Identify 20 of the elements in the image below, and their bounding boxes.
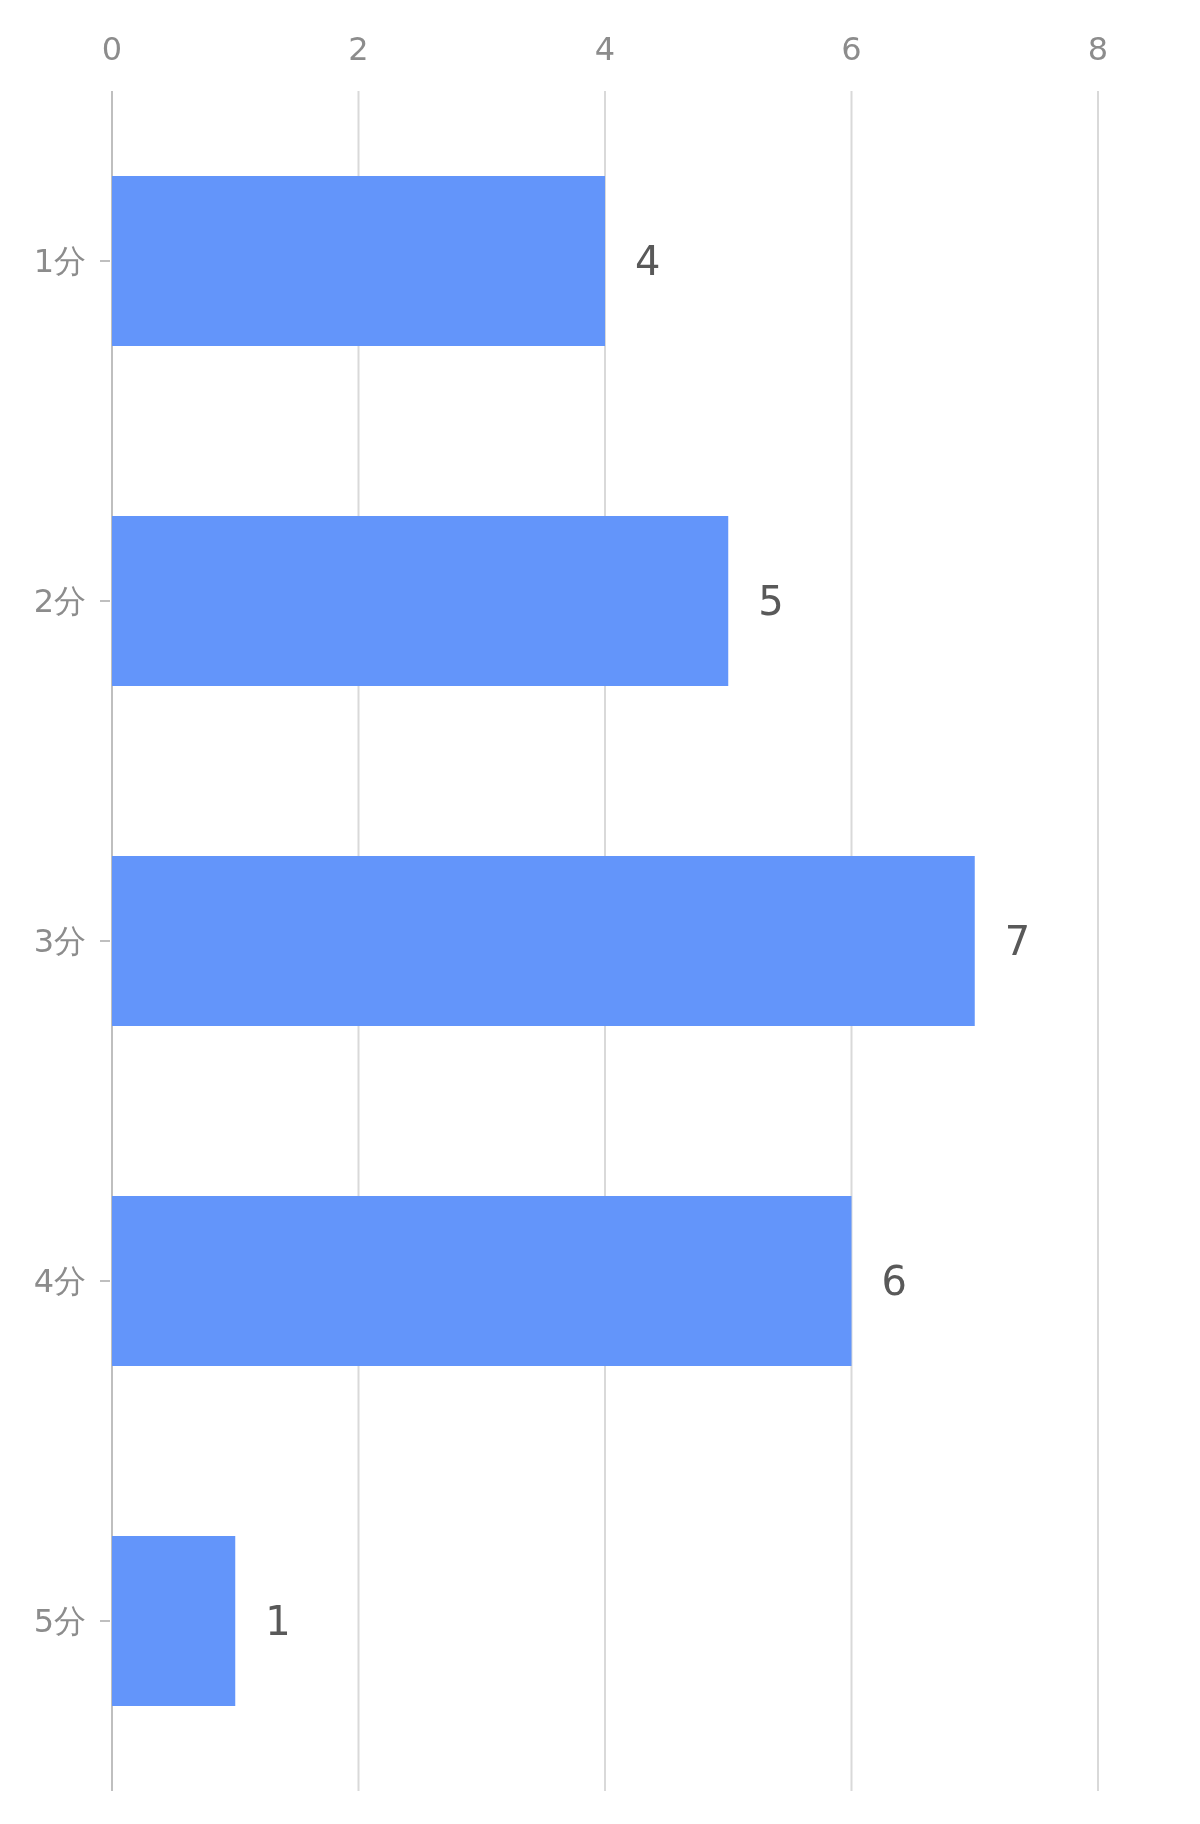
data-label: 5	[758, 578, 784, 624]
x-tick-label: 0	[101, 30, 123, 68]
bar	[112, 1536, 236, 1706]
x-tick-label: 4	[594, 30, 616, 68]
bar	[112, 1196, 852, 1366]
data-label: 7	[1004, 918, 1031, 964]
x-tick-label: 8	[1087, 30, 1109, 68]
y-tick-label: 1分	[33, 242, 86, 280]
x-tick-label: 6	[841, 30, 862, 68]
bar	[112, 856, 975, 1026]
bar	[112, 516, 729, 686]
y-tick-label: 3分	[33, 922, 86, 960]
y-tick-label: 2分	[33, 582, 86, 620]
y-tick-label: 5分	[33, 1602, 86, 1640]
data-label: 6	[881, 1258, 907, 1304]
x-tick-label: 2	[348, 30, 369, 68]
data-label: 4	[635, 238, 661, 284]
y-tick-label: 4分	[33, 1262, 86, 1300]
bar	[112, 176, 605, 346]
data-label: 1	[265, 1598, 291, 1644]
